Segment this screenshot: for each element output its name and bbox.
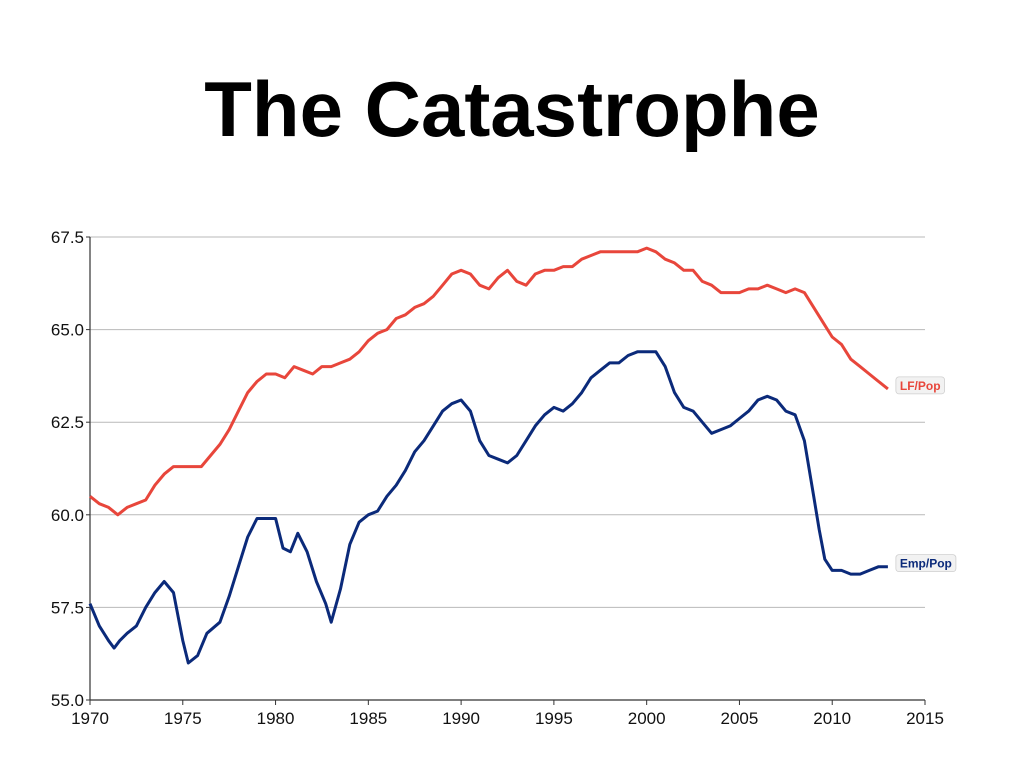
series-label: Emp/Pop (895, 554, 957, 573)
slide-title: The Catastrophe (204, 65, 820, 153)
y-tick-label: 67.5 (51, 228, 84, 247)
x-tick-label: 1995 (535, 709, 573, 728)
x-tick-label: 2005 (721, 709, 759, 728)
series-label-box (895, 376, 945, 395)
series-lines (88, 246, 889, 665)
y-tick-label: 65.0 (51, 321, 84, 340)
x-tick-label: 1985 (349, 709, 387, 728)
x-tick-label: 2000 (628, 709, 666, 728)
series-label-text: LF/Pop (900, 379, 941, 393)
y-tick-label: 55.0 (51, 691, 84, 710)
y-tick-label: 57.5 (51, 598, 84, 617)
series-label-box (895, 554, 957, 573)
series-label: LF/Pop (895, 376, 945, 395)
x-tick-label: 2015 (906, 709, 944, 728)
series-label-text: Emp/Pop (900, 557, 952, 571)
y-tick-label: 60.0 (51, 506, 84, 525)
gridlines (90, 236, 925, 608)
x-tick-label: 1990 (442, 709, 480, 728)
tick-labels: 55.0 57.5 60.0 62.5 65.0 67.5 1970 1975 1980 1985… (51, 228, 944, 728)
series-labels: LF/Pop Emp/Pop (895, 376, 957, 573)
x-tick-label: 1975 (164, 709, 202, 728)
axes (86, 236, 926, 705)
y-tick-label: 62.5 (51, 413, 84, 432)
series-line (89, 246, 889, 517)
series-line (88, 350, 888, 665)
x-tick-label: 1970 (71, 709, 109, 728)
x-tick-label: 1980 (257, 709, 295, 728)
x-tick-label: 2010 (813, 709, 851, 728)
